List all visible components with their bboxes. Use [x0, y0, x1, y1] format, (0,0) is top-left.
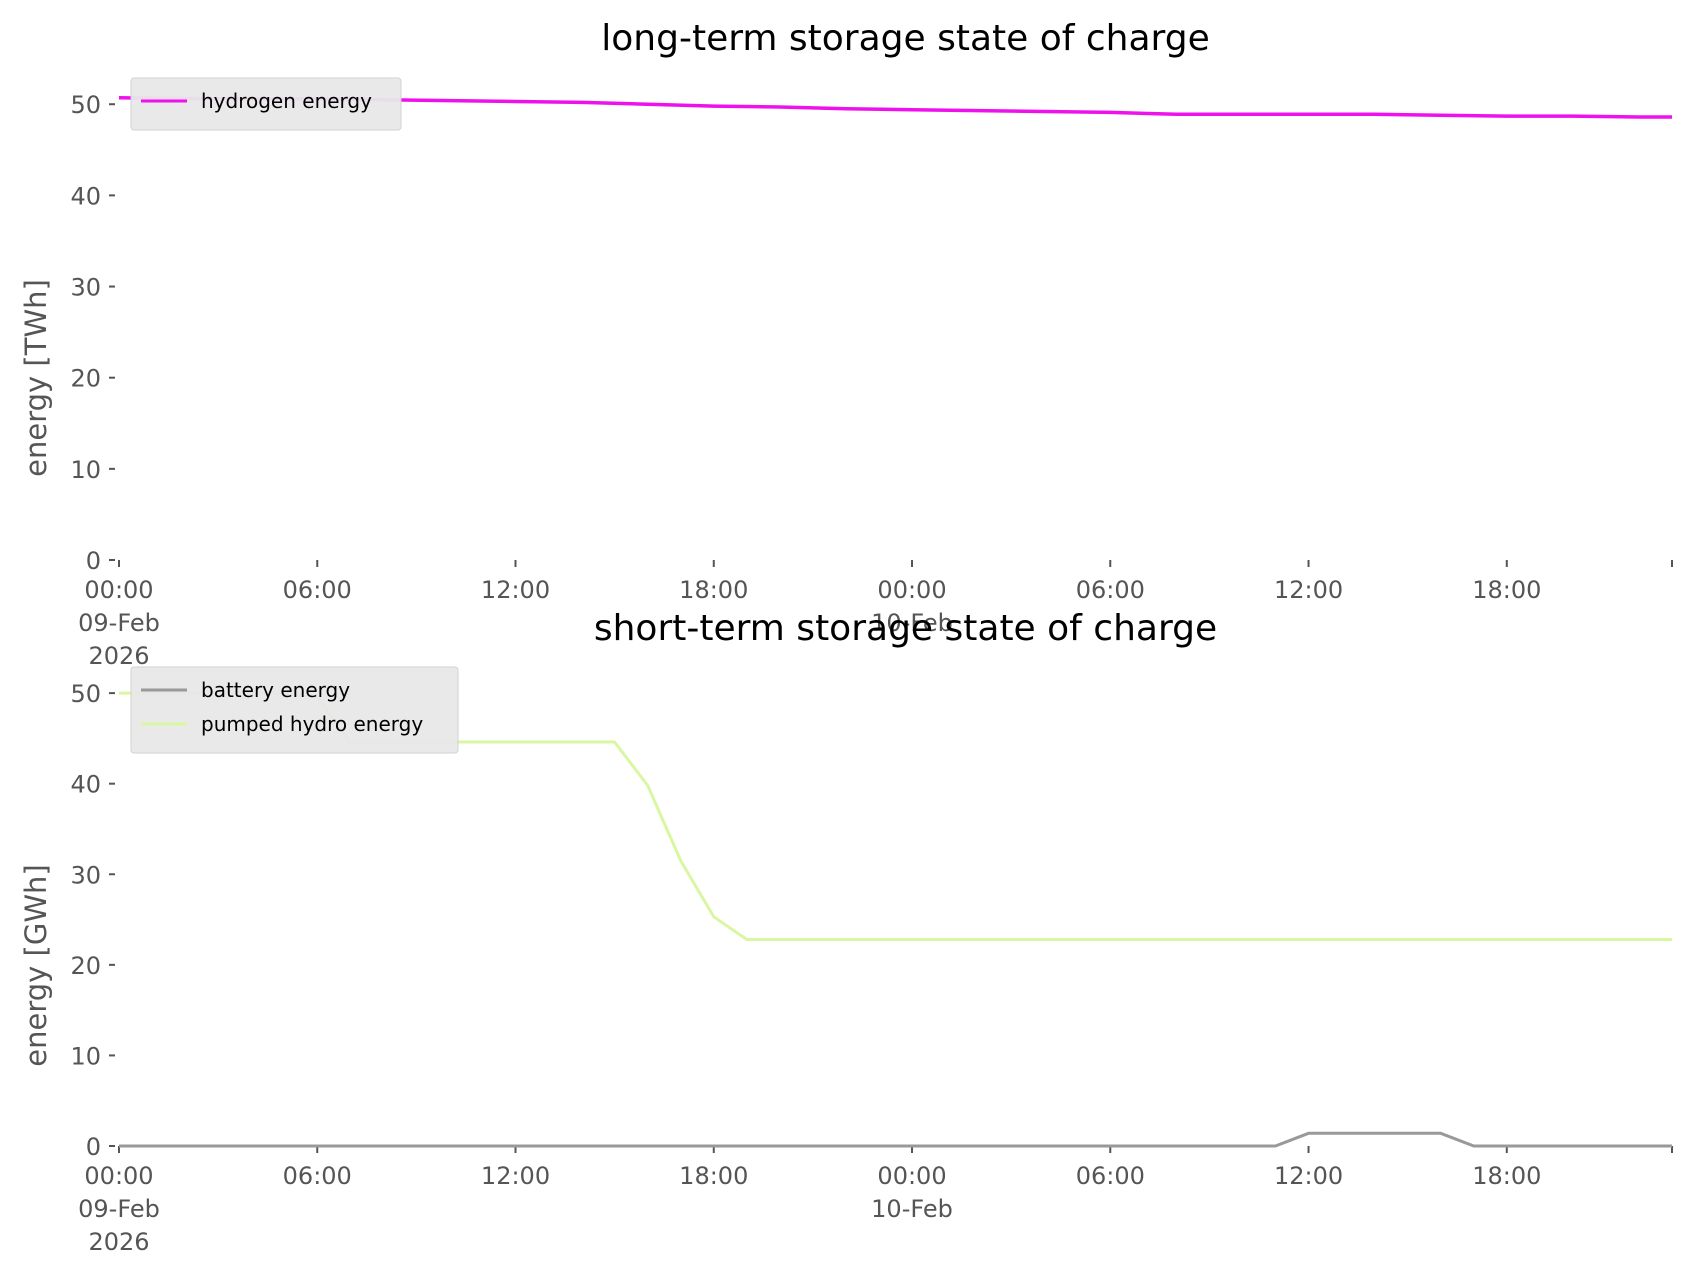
- x-tick-label: 00:00: [84, 1162, 153, 1190]
- x-tick-label: 06:00: [283, 1162, 352, 1190]
- x-tick-label: 09-Feb: [78, 609, 160, 637]
- x-tick-label: 18:00: [679, 1162, 748, 1190]
- y-axis-label: energy [GWh]: [19, 864, 53, 1066]
- y-tick-label: 40: [70, 182, 101, 210]
- x-tick-label: 18:00: [1472, 1162, 1541, 1190]
- x-tick-label: 18:00: [679, 576, 748, 604]
- x-tick-label: 06:00: [283, 576, 352, 604]
- x-tick-label: 12:00: [481, 1162, 550, 1190]
- x-tick-label: 06:00: [1076, 576, 1145, 604]
- series-line-battery-energy: [119, 1131, 1672, 1148]
- y-tick-label: 20: [70, 952, 101, 980]
- x-tick-label: 09-Feb: [78, 1195, 160, 1223]
- legend-label: hydrogen energy: [201, 89, 372, 113]
- x-tick-label: 06:00: [1076, 1162, 1145, 1190]
- chart-title: short-term storage state of charge: [594, 608, 1217, 649]
- chart-panel-2: short-term storage state of charge energy…: [19, 608, 1673, 1256]
- y-tick-label: 20: [70, 365, 101, 393]
- x-tick-label: 18:00: [1472, 576, 1541, 604]
- x-tick-label: 00:00: [877, 576, 946, 604]
- x-tick-label: 12:00: [481, 576, 550, 604]
- legend-box: [130, 666, 459, 754]
- x-tick-label: 2026: [88, 642, 149, 670]
- x-tick-label: 00:00: [84, 576, 153, 604]
- x-tick-label: 2026: [88, 1228, 149, 1256]
- y-tick-label: 50: [70, 91, 101, 119]
- x-tick-label: 10-Feb: [871, 609, 953, 637]
- y-tick-label: 0: [86, 547, 101, 575]
- x-tick-label: 10-Feb: [871, 1195, 953, 1223]
- legend-box: [130, 77, 402, 131]
- y-tick-label: 50: [70, 680, 101, 708]
- y-tick-label: 10: [70, 1042, 101, 1070]
- x-tick-label: 00:00: [877, 1162, 946, 1190]
- x-tick-label: 12:00: [1274, 1162, 1343, 1190]
- legend-label: pumped hydro energy: [201, 712, 423, 736]
- y-tick-label: 0: [86, 1133, 101, 1161]
- legend-label: battery energy: [201, 678, 350, 702]
- y-tick-label: 40: [70, 771, 101, 799]
- y-tick-label: 10: [70, 456, 101, 484]
- x-tick-label: 12:00: [1274, 576, 1343, 604]
- chart-title: long-term storage state of charge: [601, 18, 1209, 59]
- y-tick-label: 30: [70, 861, 101, 889]
- chart-panel-1: long-term storage state of charge energy …: [19, 18, 1673, 670]
- y-tick-label: 30: [70, 274, 101, 302]
- y-axis-label: energy [TWh]: [19, 279, 53, 477]
